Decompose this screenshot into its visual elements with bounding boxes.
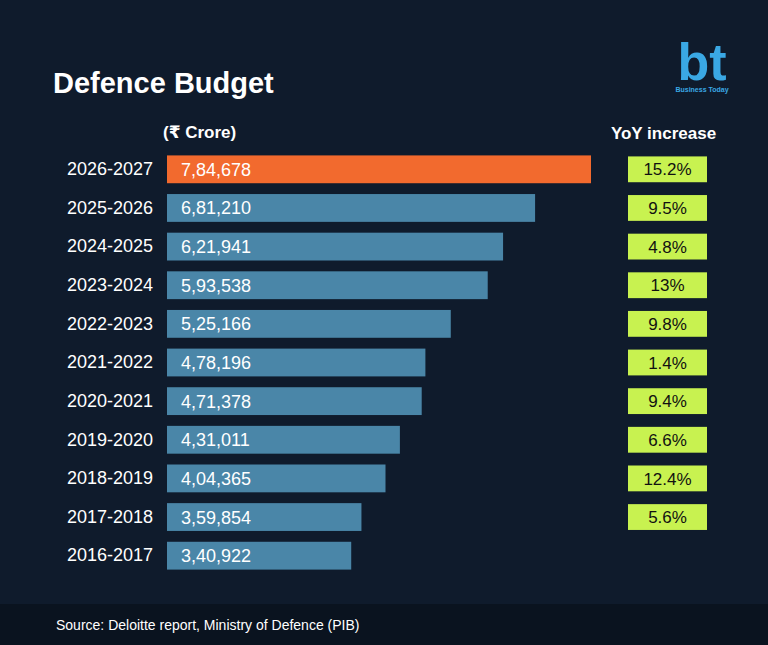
data-label: 6,21,941 [181, 237, 251, 257]
bar [167, 503, 361, 531]
tick-label: 2019-2020 [67, 430, 153, 450]
tick-label: 2022-2023 [67, 314, 153, 334]
background [0, 0, 768, 645]
yoy-box [628, 156, 707, 182]
yoy-box [628, 504, 707, 530]
y-axis: 2026-2027 2025-2026 2024-2025 2023-2024 2022… [67, 159, 153, 565]
bar [167, 194, 535, 222]
yoy-label: 6.6% [648, 431, 687, 450]
bar [167, 233, 503, 261]
yoy-label: 1.4% [648, 354, 687, 373]
bar [167, 426, 400, 454]
data-label: 4,78,196 [181, 353, 251, 373]
yoy-label: 13% [650, 276, 684, 295]
tick: 2025-2026 [67, 198, 153, 218]
data-label: 3,59,854 [181, 508, 251, 528]
yoy-label: 12.4% [643, 470, 691, 489]
bar [167, 542, 351, 570]
data-label: 3,40,922 [181, 546, 251, 566]
tick: 2021-2022 [67, 352, 153, 372]
tick-label: 2021-2022 [67, 352, 153, 372]
bar [167, 387, 422, 415]
yoy-title: YoY increase [611, 124, 716, 143]
data-label: 6,81,210 [181, 198, 251, 218]
yoy-box [628, 350, 707, 376]
tick-label: 2023-2024 [67, 275, 153, 295]
title: Defence Budget [53, 67, 274, 99]
tick-label: 2018-2019 [67, 468, 153, 488]
yoy-box [628, 466, 707, 492]
yoy-label: 15.2% [643, 160, 691, 179]
bar [167, 349, 425, 377]
data-label: 7,84,678 [181, 160, 251, 180]
bar [167, 465, 385, 493]
yoy-box [628, 195, 707, 221]
yoy-label: 4.8% [648, 238, 687, 257]
yoy-box [628, 427, 707, 453]
tick-label: 2025-2026 [67, 198, 153, 218]
yoy-box [628, 388, 707, 414]
tick-label: 2026-2027 [67, 159, 153, 179]
tick: 2024-2025 [67, 236, 153, 256]
yoy-box [628, 311, 707, 337]
logo: bt [677, 33, 726, 91]
chart: Defence Budget btBusiness Today (₹ Crore) 7… [0, 0, 768, 645]
tick-label: 2016-2017 [67, 545, 153, 565]
bar [167, 310, 451, 338]
tick: 2026-2027 [67, 159, 153, 179]
yoy-label: 9.8% [648, 315, 687, 334]
footer-band [0, 604, 768, 645]
bars [167, 155, 591, 569]
bar [167, 271, 488, 299]
yoy-label: 9.4% [648, 392, 687, 411]
tick: 2022-2023 [67, 314, 153, 334]
logo-caption: Business Today [675, 86, 728, 94]
tick: 2019-2020 [67, 430, 153, 450]
tick: 2018-2019 [67, 468, 153, 488]
yoy: 15.2% 9.5% 4.8% 13% 9.8% 1.4% 9.4% 6.6% 12.4% 5.6… [628, 156, 707, 530]
tick: 2017-2018 [67, 507, 153, 527]
yoy-box [628, 272, 707, 298]
data-label: 5,93,538 [181, 276, 251, 296]
data-label: 5,25,166 [181, 314, 251, 334]
bar [167, 155, 591, 183]
source: Source: Deloitte report, Ministry of Def… [56, 617, 359, 633]
tick-label: 2017-2018 [67, 507, 153, 527]
tick-label: 2024-2025 [67, 236, 153, 256]
tick: 2016-2017 [67, 545, 153, 565]
data-label: 4,31,011 [181, 430, 250, 450]
subtitle: (₹ Crore) [163, 123, 236, 142]
tick: 2020-2021 [67, 391, 153, 411]
yoy-box [628, 234, 707, 260]
data-label: 4,71,378 [181, 392, 251, 412]
tick: 2023-2024 [67, 275, 153, 295]
tick-label: 2020-2021 [67, 391, 153, 411]
yoy-label: 5.6% [648, 508, 687, 527]
data-labels: 7,84,678 6,81,210 6,21,941 5,93,538 5,25,166… [181, 160, 251, 566]
yoy-label: 9.5% [648, 199, 687, 218]
data-label: 4,04,365 [181, 469, 251, 489]
